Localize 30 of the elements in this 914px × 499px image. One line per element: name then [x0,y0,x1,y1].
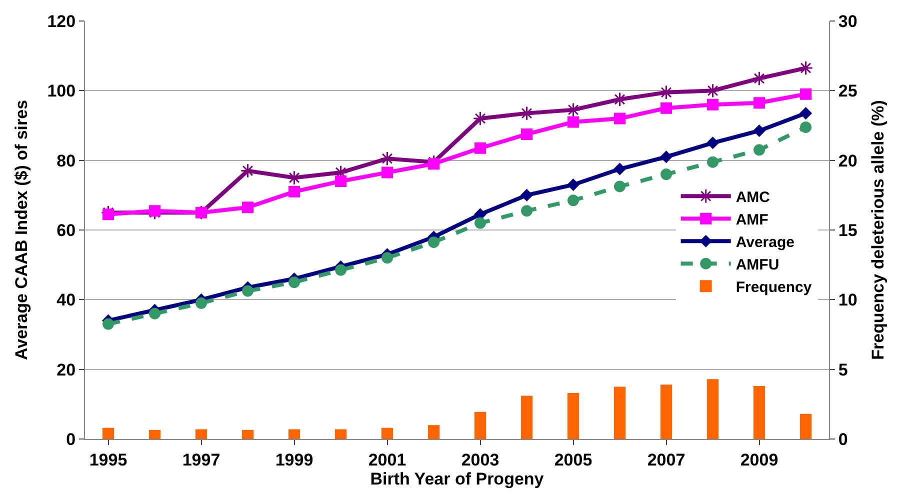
x-tick-label: 2005 [554,450,592,470]
y2-tick-label: 30 [838,12,858,31]
x-tick-label: 2009 [740,450,778,470]
legend-label: Average [736,234,794,251]
x-axis-title: Birth Year of Progeny [370,469,544,488]
y2-tick-label: 20 [838,151,858,170]
legend-label: AMF [736,211,768,228]
y2-tick-label: 5 [838,360,848,380]
x-tick-label: 2003 [461,450,500,470]
legend-label: AMFU [736,256,780,274]
legend-label: AMC [736,188,770,206]
x-tick-label: 1997 [182,450,220,470]
y2-tick-label: 0 [838,430,848,449]
x-tick-label: 1999 [275,450,314,470]
y-tick-label: 80 [56,151,76,170]
y-tick-label: 0 [66,430,76,449]
y2-tick-label: 15 [838,220,858,240]
legend-label: Frequency [736,278,812,296]
x-tick-label: 2007 [647,450,686,470]
x-tick-label: 2001 [368,450,406,470]
x-tick-label: 1995 [89,450,128,470]
y-tick-label: 120 [47,12,76,31]
y-tick-label: 100 [47,82,76,101]
y2-axis-title: Frequency deleterious allele (%) [868,100,888,360]
y-axis-title: Average CAAB Index ($) of sires [12,100,31,360]
y2-tick-label: 25 [838,82,858,101]
y-tick-label: 60 [56,220,76,240]
y-tick-label: 40 [56,290,76,310]
y2-tick-label: 10 [838,290,858,310]
y-tick-label: 20 [56,360,76,380]
